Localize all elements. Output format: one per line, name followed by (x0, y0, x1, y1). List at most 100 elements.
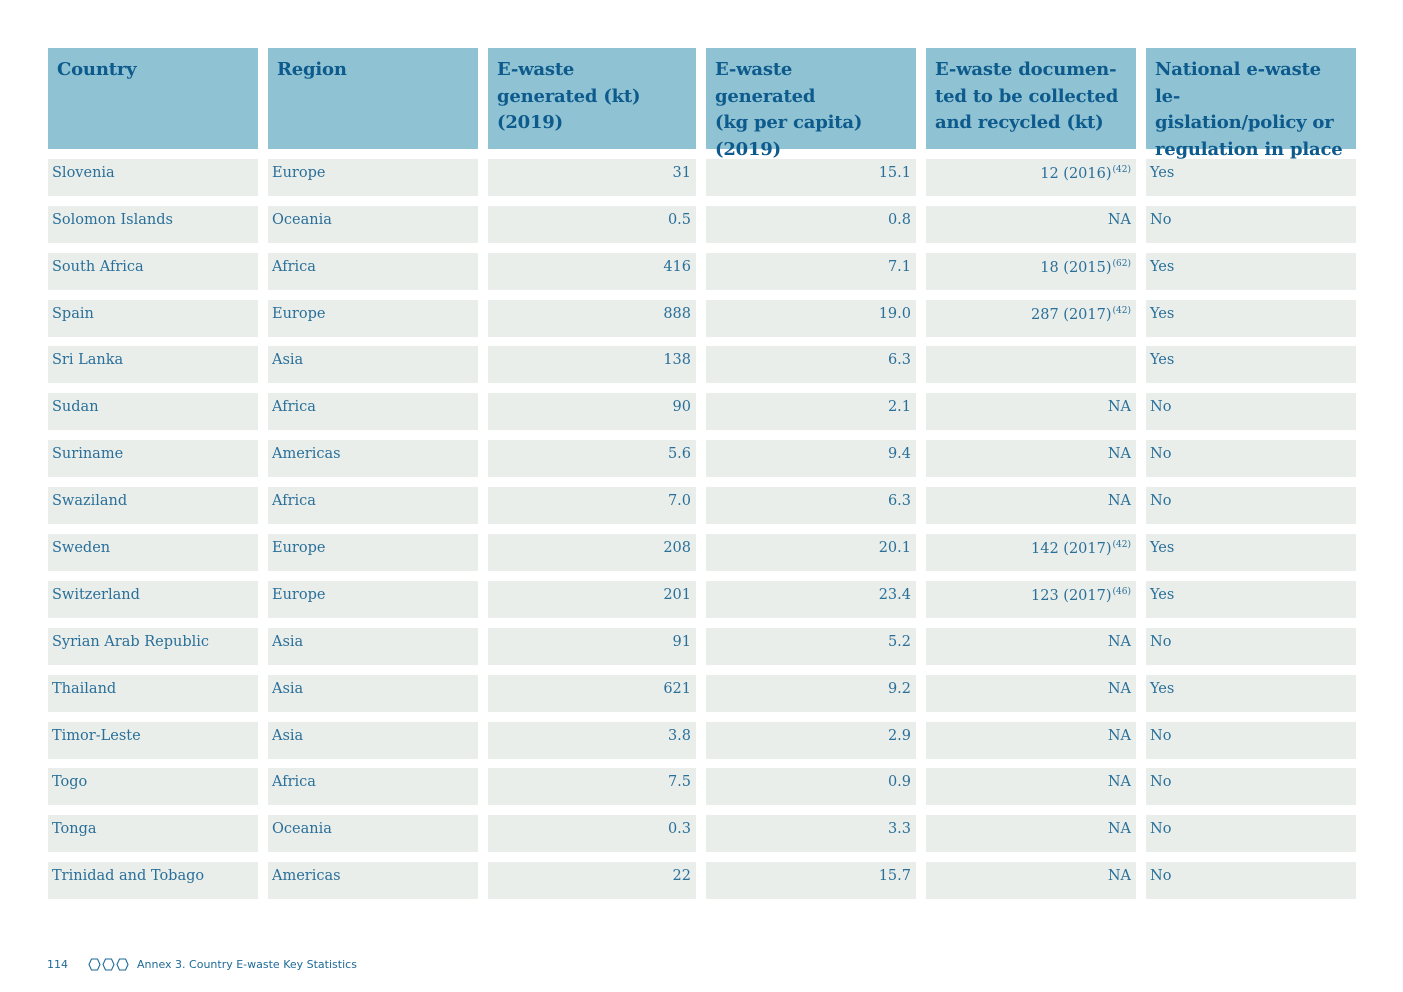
per-capita-cell-text: 3.3 (887, 821, 911, 838)
region-cell-text: Europe (272, 540, 326, 557)
per-capita-cell: 0.9 (706, 768, 916, 806)
header-line: regulation in place (1155, 138, 1343, 160)
per-capita-cell-text: 15.1 (878, 164, 911, 181)
region-cell: Asia (268, 627, 478, 665)
per-capita-cell-text: 5.2 (887, 633, 911, 650)
legislation-cell: No (1146, 393, 1356, 431)
collected-cell-text: NA (1107, 446, 1131, 463)
region-cell-text: Asia (272, 352, 304, 369)
header-region: Region (268, 48, 478, 149)
header-line: E-waste documen- (935, 59, 1117, 80)
per-capita-cell: 23.4 (706, 580, 916, 618)
legislation-cell-text: Yes (1150, 352, 1175, 369)
header-legislation: National e-waste le-gislation/policy or r… (1146, 48, 1356, 160)
generated-kt-cell: 621 (488, 674, 696, 712)
legislation-cell-text: No (1150, 399, 1172, 416)
per-capita-cell: 0.8 (706, 205, 916, 243)
country-cell-text: Sri Lanka (52, 352, 124, 369)
page-number: 114 (47, 958, 68, 971)
region-cell: Europe (268, 534, 478, 572)
country-cell: Timor-Leste (48, 721, 258, 759)
generated-kt-cell: 91 (488, 627, 696, 665)
per-capita-cell: 3.3 (706, 815, 916, 853)
collected-cell-text: NA (1107, 774, 1131, 791)
header-line: National e-waste le- (1155, 59, 1321, 107)
country-cell-text: Thailand (52, 680, 117, 697)
per-capita-cell: 2.9 (706, 721, 916, 759)
country-cell: Solomon Islands (48, 205, 258, 243)
collected-cell-text: NA (1107, 680, 1131, 697)
header-per-capita: E-waste generated (kg per capita) (2019) (706, 48, 916, 160)
country-cell: Switzerland (48, 580, 258, 618)
region-cell-text: Europe (272, 305, 326, 322)
country-cell-text: Sweden (52, 540, 111, 557)
per-capita-cell-text: 20.1 (878, 540, 911, 557)
country-cell: Tonga (48, 815, 258, 853)
generated-kt-cell: 7.0 (488, 487, 696, 525)
per-capita-cell: 19.0 (706, 299, 916, 337)
legislation-cell-text: No (1150, 727, 1172, 744)
legislation-cell-text: No (1150, 633, 1172, 650)
legislation-cell: No (1146, 487, 1356, 525)
country-cell-text: Solomon Islands (52, 211, 173, 228)
collected-cell: 12 (2016)(42) (926, 158, 1136, 196)
generated-kt-cell-text: 22 (672, 868, 691, 885)
country-cell: Syrian Arab Republic (48, 627, 258, 665)
generated-kt-cell: 90 (488, 393, 696, 431)
collected-cell-text: NA (1107, 633, 1131, 650)
region-cell-text: Europe (272, 586, 326, 603)
header-generated-kt: E-waste generated (kt) (2019) (488, 48, 696, 149)
reference-superscript: (62) (1112, 258, 1131, 269)
region-cell-text: Asia (272, 680, 304, 697)
country-cell-text: Togo (52, 774, 88, 791)
region-cell-text: Oceania (272, 821, 332, 838)
collected-cell: NA (926, 768, 1136, 806)
collected-cell: NA (926, 440, 1136, 478)
per-capita-cell-text: 9.4 (887, 446, 911, 463)
country-cell: Suriname (48, 440, 258, 478)
generated-kt-cell-text: 0.5 (667, 211, 691, 228)
region-cell: Europe (268, 158, 478, 196)
region-cell-text: Asia (272, 727, 304, 744)
country-cell: Spain (48, 299, 258, 337)
legislation-cell-text: Yes (1150, 540, 1175, 557)
per-capita-cell-text: 6.3 (887, 352, 911, 369)
header-line: (2019) (497, 112, 563, 133)
legislation-cell: Yes (1146, 580, 1356, 618)
reference-superscript: (42) (1112, 305, 1131, 316)
collected-cell: 287 (2017)(42) (926, 299, 1136, 337)
country-cell-text: South Africa (52, 258, 144, 275)
legislation-cell: Yes (1146, 346, 1356, 384)
generated-kt-cell: 208 (488, 534, 696, 572)
legislation-cell: No (1146, 205, 1356, 243)
generated-kt-cell-text: 0.3 (667, 821, 691, 838)
collected-cell (926, 346, 1136, 384)
country-cell: Trinidad and Tobago (48, 862, 258, 900)
generated-kt-cell-text: 138 (663, 352, 691, 369)
legislation-cell-text: Yes (1150, 305, 1175, 322)
generated-kt-cell: 3.8 (488, 721, 696, 759)
per-capita-cell-text: 0.8 (887, 211, 911, 228)
header-collected: E-waste documen-ted to be collected and r… (926, 48, 1136, 149)
header-line: E-waste (497, 59, 575, 80)
per-capita-cell: 7.1 (706, 252, 916, 290)
legislation-cell-text: No (1150, 774, 1172, 791)
generated-kt-cell-text: 208 (663, 540, 691, 557)
country-cell-text: Syrian Arab Republic (52, 633, 210, 650)
per-capita-cell-text: 9.2 (887, 680, 911, 697)
per-capita-cell-text: 7.1 (887, 258, 911, 275)
collected-cell-text: NA (1107, 821, 1131, 838)
region-cell-text: Asia (272, 633, 304, 650)
collected-cell-text: NA (1107, 727, 1131, 744)
collected-cell: NA (926, 862, 1136, 900)
generated-kt-cell-text: 7.0 (667, 493, 691, 510)
collected-cell: NA (926, 721, 1136, 759)
generated-kt-cell: 31 (488, 158, 696, 196)
collected-cell-text: NA (1107, 868, 1131, 885)
legislation-cell-text: Yes (1150, 680, 1175, 697)
region-cell-text: Europe (272, 164, 326, 181)
per-capita-cell-text: 0.9 (887, 774, 911, 791)
collected-cell-text: 287 (2017) (1031, 306, 1112, 323)
region-cell: Europe (268, 299, 478, 337)
reference-superscript: (42) (1112, 540, 1131, 551)
